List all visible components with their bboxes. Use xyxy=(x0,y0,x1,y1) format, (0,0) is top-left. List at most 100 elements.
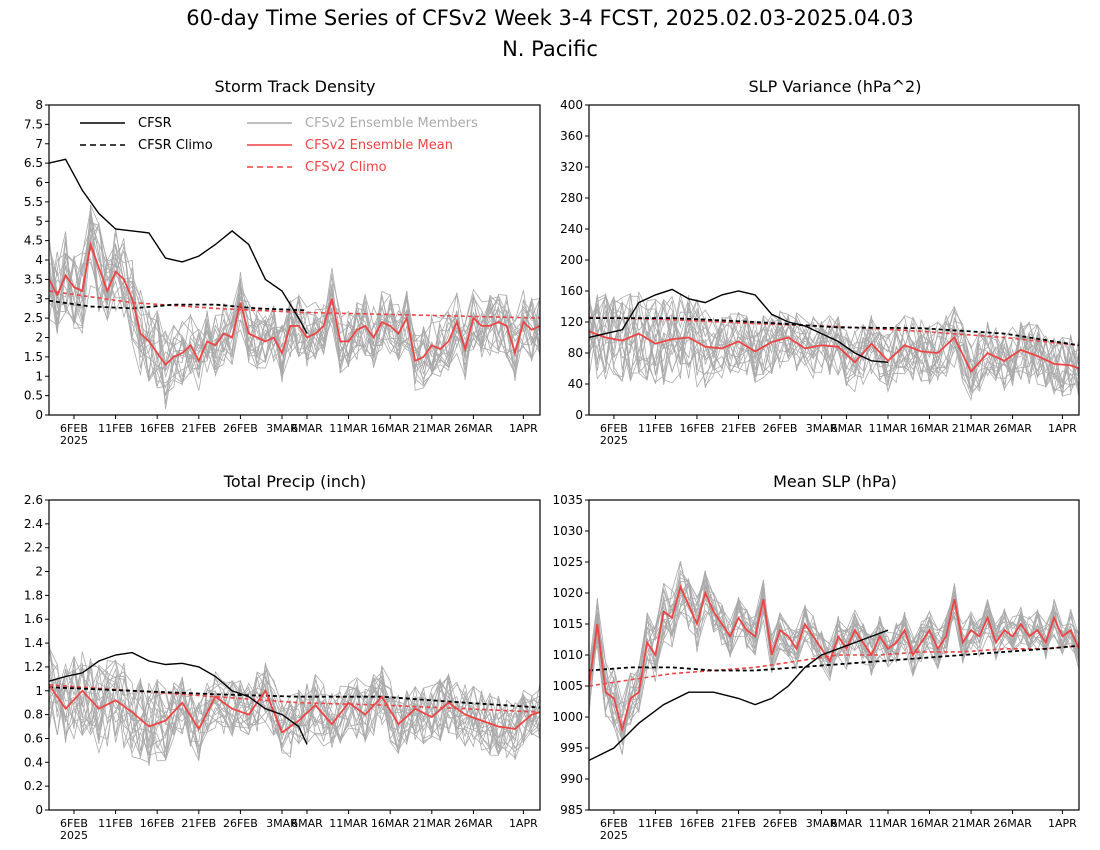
series-line-ens-mean xyxy=(589,584,1079,733)
y-axis: 0 40 80 120 160 200 240 280 320 360 400 xyxy=(560,98,589,422)
x-tick-label: 1APR xyxy=(509,422,538,435)
x-tick-label: 1APR xyxy=(1048,817,1077,830)
y-tick-label: 1 xyxy=(35,684,43,698)
y-tick-label: 0.6 xyxy=(24,731,43,745)
panel-storm-track-density: Storm Track Density 0 0.5 1 1.5 2 2.5 3 3.5 4 4.5… xyxy=(24,77,541,447)
x-tick-label: 6FEB xyxy=(600,817,628,830)
ensemble-member-line xyxy=(589,572,1079,726)
x-tick-label: 21FEB xyxy=(721,817,756,830)
legend-label-cfsr: CFSR xyxy=(138,116,172,131)
series-line-cfsv2-climo xyxy=(589,644,1079,687)
y-tick-label: 2.6 xyxy=(24,493,43,507)
x-tick-label: 21MAR xyxy=(952,422,991,435)
ensemble-member-line xyxy=(49,233,540,380)
figure-subtitle: N. Pacific xyxy=(502,37,598,61)
plot-area xyxy=(49,642,540,767)
series-line-cfsr xyxy=(49,158,308,334)
x-axis-year: 2025 xyxy=(600,434,628,447)
y-tick-label: 1.2 xyxy=(24,660,43,674)
panel-title: Storm Track Density xyxy=(215,77,376,96)
panel-total-precip: Total Precip (inch) 0 0.2 0.4 0.6 0.8 1 1.2 1.4… xyxy=(24,472,541,842)
panel-title: Total Precip (inch) xyxy=(223,472,366,491)
x-tick-label: 21FEB xyxy=(181,817,216,830)
x-tick-label: 6MAR xyxy=(831,817,863,830)
x-tick-label: 11FEB xyxy=(98,422,133,435)
y-tick-label: 990 xyxy=(560,772,583,786)
x-tick-label: 21FEB xyxy=(181,422,216,435)
x-tick-label: 3MAR xyxy=(806,422,838,435)
y-tick-label: 2.5 xyxy=(24,311,43,325)
x-tick-label: 26FEB xyxy=(223,422,258,435)
x-tick-label: 21MAR xyxy=(412,422,451,435)
ensemble-member-line xyxy=(49,667,540,760)
panel-slp-variance: SLP Variance (hPa^2) 0 40 80 120 160 200 240 28… xyxy=(560,77,1080,447)
x-tick-label: 11MAR xyxy=(869,422,908,435)
ensemble-member-line xyxy=(589,293,1079,394)
ensemble-member-line xyxy=(589,290,1079,397)
ensemble-member-line xyxy=(589,587,1079,728)
series-line-cfsr-climo xyxy=(589,317,1079,347)
x-tick-label: 11FEB xyxy=(98,817,133,830)
x-tick-label: 11MAR xyxy=(329,422,368,435)
y-tick-label: 160 xyxy=(560,284,583,298)
x-tick-label: 26FEB xyxy=(763,817,798,830)
legend-label-ens-members: CFSv2 Ensemble Members xyxy=(305,116,478,131)
ensemble-member-line xyxy=(49,222,540,396)
x-tick-label: 26MAR xyxy=(993,817,1032,830)
series-line-cfsr xyxy=(589,288,889,363)
x-tick-label: 16MAR xyxy=(371,817,410,830)
x-tick-label: 26FEB xyxy=(763,422,798,435)
x-tick-label: 11FEB xyxy=(638,422,673,435)
y-tick-label: 0.4 xyxy=(24,755,43,769)
y-tick-label: 5 xyxy=(35,214,43,228)
y-tick-label: 1.4 xyxy=(24,636,43,650)
x-tick-label: 3MAR xyxy=(266,817,298,830)
x-tick-label: 3MAR xyxy=(266,422,298,435)
panel-mean-slp: Mean SLP (hPa) 985 990 995 1000 1005 1010 1015… xyxy=(552,472,1080,842)
y-tick-label: 1000 xyxy=(552,710,583,724)
x-tick-label: 26MAR xyxy=(993,422,1032,435)
x-axis-year: 2025 xyxy=(60,434,88,447)
plot-area xyxy=(589,561,1079,762)
y-tick-label: 3.5 xyxy=(24,272,43,286)
y-tick-label: 1025 xyxy=(552,555,583,569)
x-tick-label: 11FEB xyxy=(638,817,673,830)
y-tick-label: 280 xyxy=(560,191,583,205)
series-line-cfsr-climo xyxy=(589,644,1079,672)
figure-title: 60-day Time Series of CFSv2 Week 3-4 FCS… xyxy=(186,6,914,30)
y-tick-label: 4 xyxy=(35,253,43,267)
ensemble-members xyxy=(589,290,1079,402)
y-tick-label: 240 xyxy=(560,222,583,236)
series-line-ens-mean xyxy=(589,330,1079,374)
y-tick-label: 0.8 xyxy=(24,708,43,722)
x-tick-label: 6MAR xyxy=(291,817,323,830)
panel-title: Mean SLP (hPa) xyxy=(773,472,897,491)
x-axis-year: 2025 xyxy=(600,829,628,842)
x-tick-label: 26MAR xyxy=(454,422,493,435)
y-tick-label: 5.5 xyxy=(24,195,43,209)
y-tick-label: 2.4 xyxy=(24,517,43,531)
ensemble-member-line xyxy=(589,294,1079,392)
ensemble-member-line xyxy=(589,577,1079,719)
ensemble-member-line xyxy=(49,661,540,767)
ensemble-member-line xyxy=(49,209,540,384)
y-tick-label: 1.5 xyxy=(24,350,43,364)
x-tick-label: 16MAR xyxy=(910,422,949,435)
x-tick-label: 16MAR xyxy=(910,817,949,830)
y-tick-label: 1020 xyxy=(552,586,583,600)
ensemble-member-line xyxy=(49,221,540,378)
x-tick-label: 16FEB xyxy=(140,817,175,830)
ensemble-member-line xyxy=(49,664,540,749)
y-tick-label: 2 xyxy=(35,331,43,345)
y-axis: 0 0.2 0.4 0.6 0.8 1 1.2 1.4 1.6 1.8 2 2.2 2.4 2.6 xyxy=(24,493,49,817)
ensemble-members xyxy=(49,204,540,409)
y-tick-label: 0 xyxy=(35,803,43,817)
y-tick-label: 1.8 xyxy=(24,588,43,602)
y-tick-label: 1 xyxy=(35,369,43,383)
series-line-cfsr xyxy=(49,651,308,745)
y-tick-label: 40 xyxy=(568,377,583,391)
series-line-cfsr xyxy=(589,629,889,762)
